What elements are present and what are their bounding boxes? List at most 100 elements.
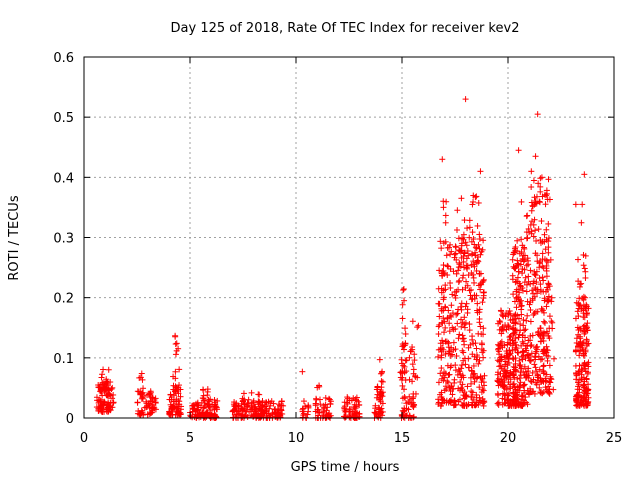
data-point: [461, 314, 468, 321]
data-point: [510, 396, 517, 403]
data-point: [405, 399, 412, 406]
data-point: [549, 319, 556, 326]
data-point: [439, 156, 446, 163]
data-point: [502, 392, 509, 399]
data-point: [544, 357, 551, 364]
data-point: [517, 321, 524, 328]
data-point: [468, 388, 475, 395]
data-point: [463, 255, 470, 262]
data-point: [527, 318, 534, 325]
data-point: [255, 391, 262, 398]
data-point: [509, 347, 516, 354]
data-point: [522, 368, 529, 375]
data-point: [530, 233, 537, 240]
data-point: [473, 292, 480, 299]
data-point: [375, 411, 382, 418]
data-point: [473, 267, 480, 274]
data-point: [460, 374, 467, 381]
data-point: [304, 411, 311, 418]
data-point: [474, 374, 481, 381]
data-point: [438, 245, 445, 252]
data-point: [479, 386, 486, 393]
data-point: [580, 339, 587, 346]
data-point: [510, 319, 517, 326]
data-point: [463, 242, 470, 249]
data-point: [468, 286, 475, 293]
data-point: [174, 387, 181, 394]
data-point: [447, 398, 454, 405]
data-point: [167, 391, 174, 398]
data-point: [399, 407, 406, 414]
data-point: [402, 357, 409, 364]
data-point: [173, 384, 180, 391]
data-point: [478, 389, 485, 396]
data-point: [480, 289, 487, 296]
data-point: [267, 402, 274, 409]
data-point: [540, 370, 547, 377]
data-point: [466, 364, 473, 371]
data-point: [461, 217, 468, 224]
data-point: [470, 362, 477, 369]
data-point: [580, 293, 587, 300]
data-point: [197, 404, 204, 411]
y-tick-label: 0.4: [53, 171, 74, 186]
data-point: [240, 390, 247, 397]
data-point: [449, 324, 456, 331]
y-tick-label: 0.1: [53, 352, 74, 367]
data-point: [582, 274, 589, 281]
data-point: [453, 311, 460, 318]
data-point: [447, 364, 454, 371]
data-point: [466, 327, 473, 334]
data-point: [514, 401, 521, 408]
data-point: [319, 409, 326, 416]
x-tick-label: 20: [500, 431, 517, 446]
data-point: [476, 357, 483, 364]
data-point: [474, 300, 481, 307]
data-point: [190, 405, 197, 412]
data-point: [464, 309, 471, 316]
data-point: [466, 217, 473, 224]
data-point: [451, 289, 458, 296]
data-point: [532, 308, 539, 315]
data-point: [512, 335, 519, 342]
data-point: [177, 393, 184, 400]
data-point: [501, 400, 508, 407]
data-point: [581, 328, 588, 335]
data-point: [441, 387, 448, 394]
data-point: [346, 397, 353, 404]
data-point: [378, 389, 385, 396]
data-point: [410, 413, 417, 420]
data-point: [525, 273, 532, 280]
data-point: [399, 315, 406, 322]
data-point: [545, 293, 552, 300]
data-point: [448, 344, 455, 351]
data-point: [305, 404, 312, 411]
data-point: [576, 352, 583, 359]
data-point: [457, 316, 464, 323]
data-point: [546, 196, 553, 203]
data-point: [527, 358, 534, 365]
data-point: [476, 236, 483, 243]
data-point: [583, 396, 590, 403]
data-point: [202, 413, 209, 420]
axis-ticks: 0 5 10 15 20 25 0 0.1 0.2 0.3 0.4 0.5 0.6: [53, 51, 622, 446]
data-point: [476, 384, 483, 391]
data-point: [400, 286, 407, 293]
data-point: [403, 405, 410, 412]
data-point: [399, 382, 406, 389]
data-point: [518, 306, 525, 313]
data-point: [551, 355, 558, 362]
data-point: [190, 408, 197, 415]
data-point: [471, 279, 478, 286]
data-point: [458, 362, 465, 369]
data-point: [572, 393, 579, 400]
data-point: [499, 324, 506, 331]
data-point: [175, 397, 182, 404]
data-point: [576, 283, 583, 290]
data-point: [531, 216, 538, 223]
data-point: [205, 396, 212, 403]
data-point: [527, 337, 534, 344]
data-point: [532, 356, 539, 363]
data-point: [575, 398, 582, 405]
data-point: [513, 345, 520, 352]
